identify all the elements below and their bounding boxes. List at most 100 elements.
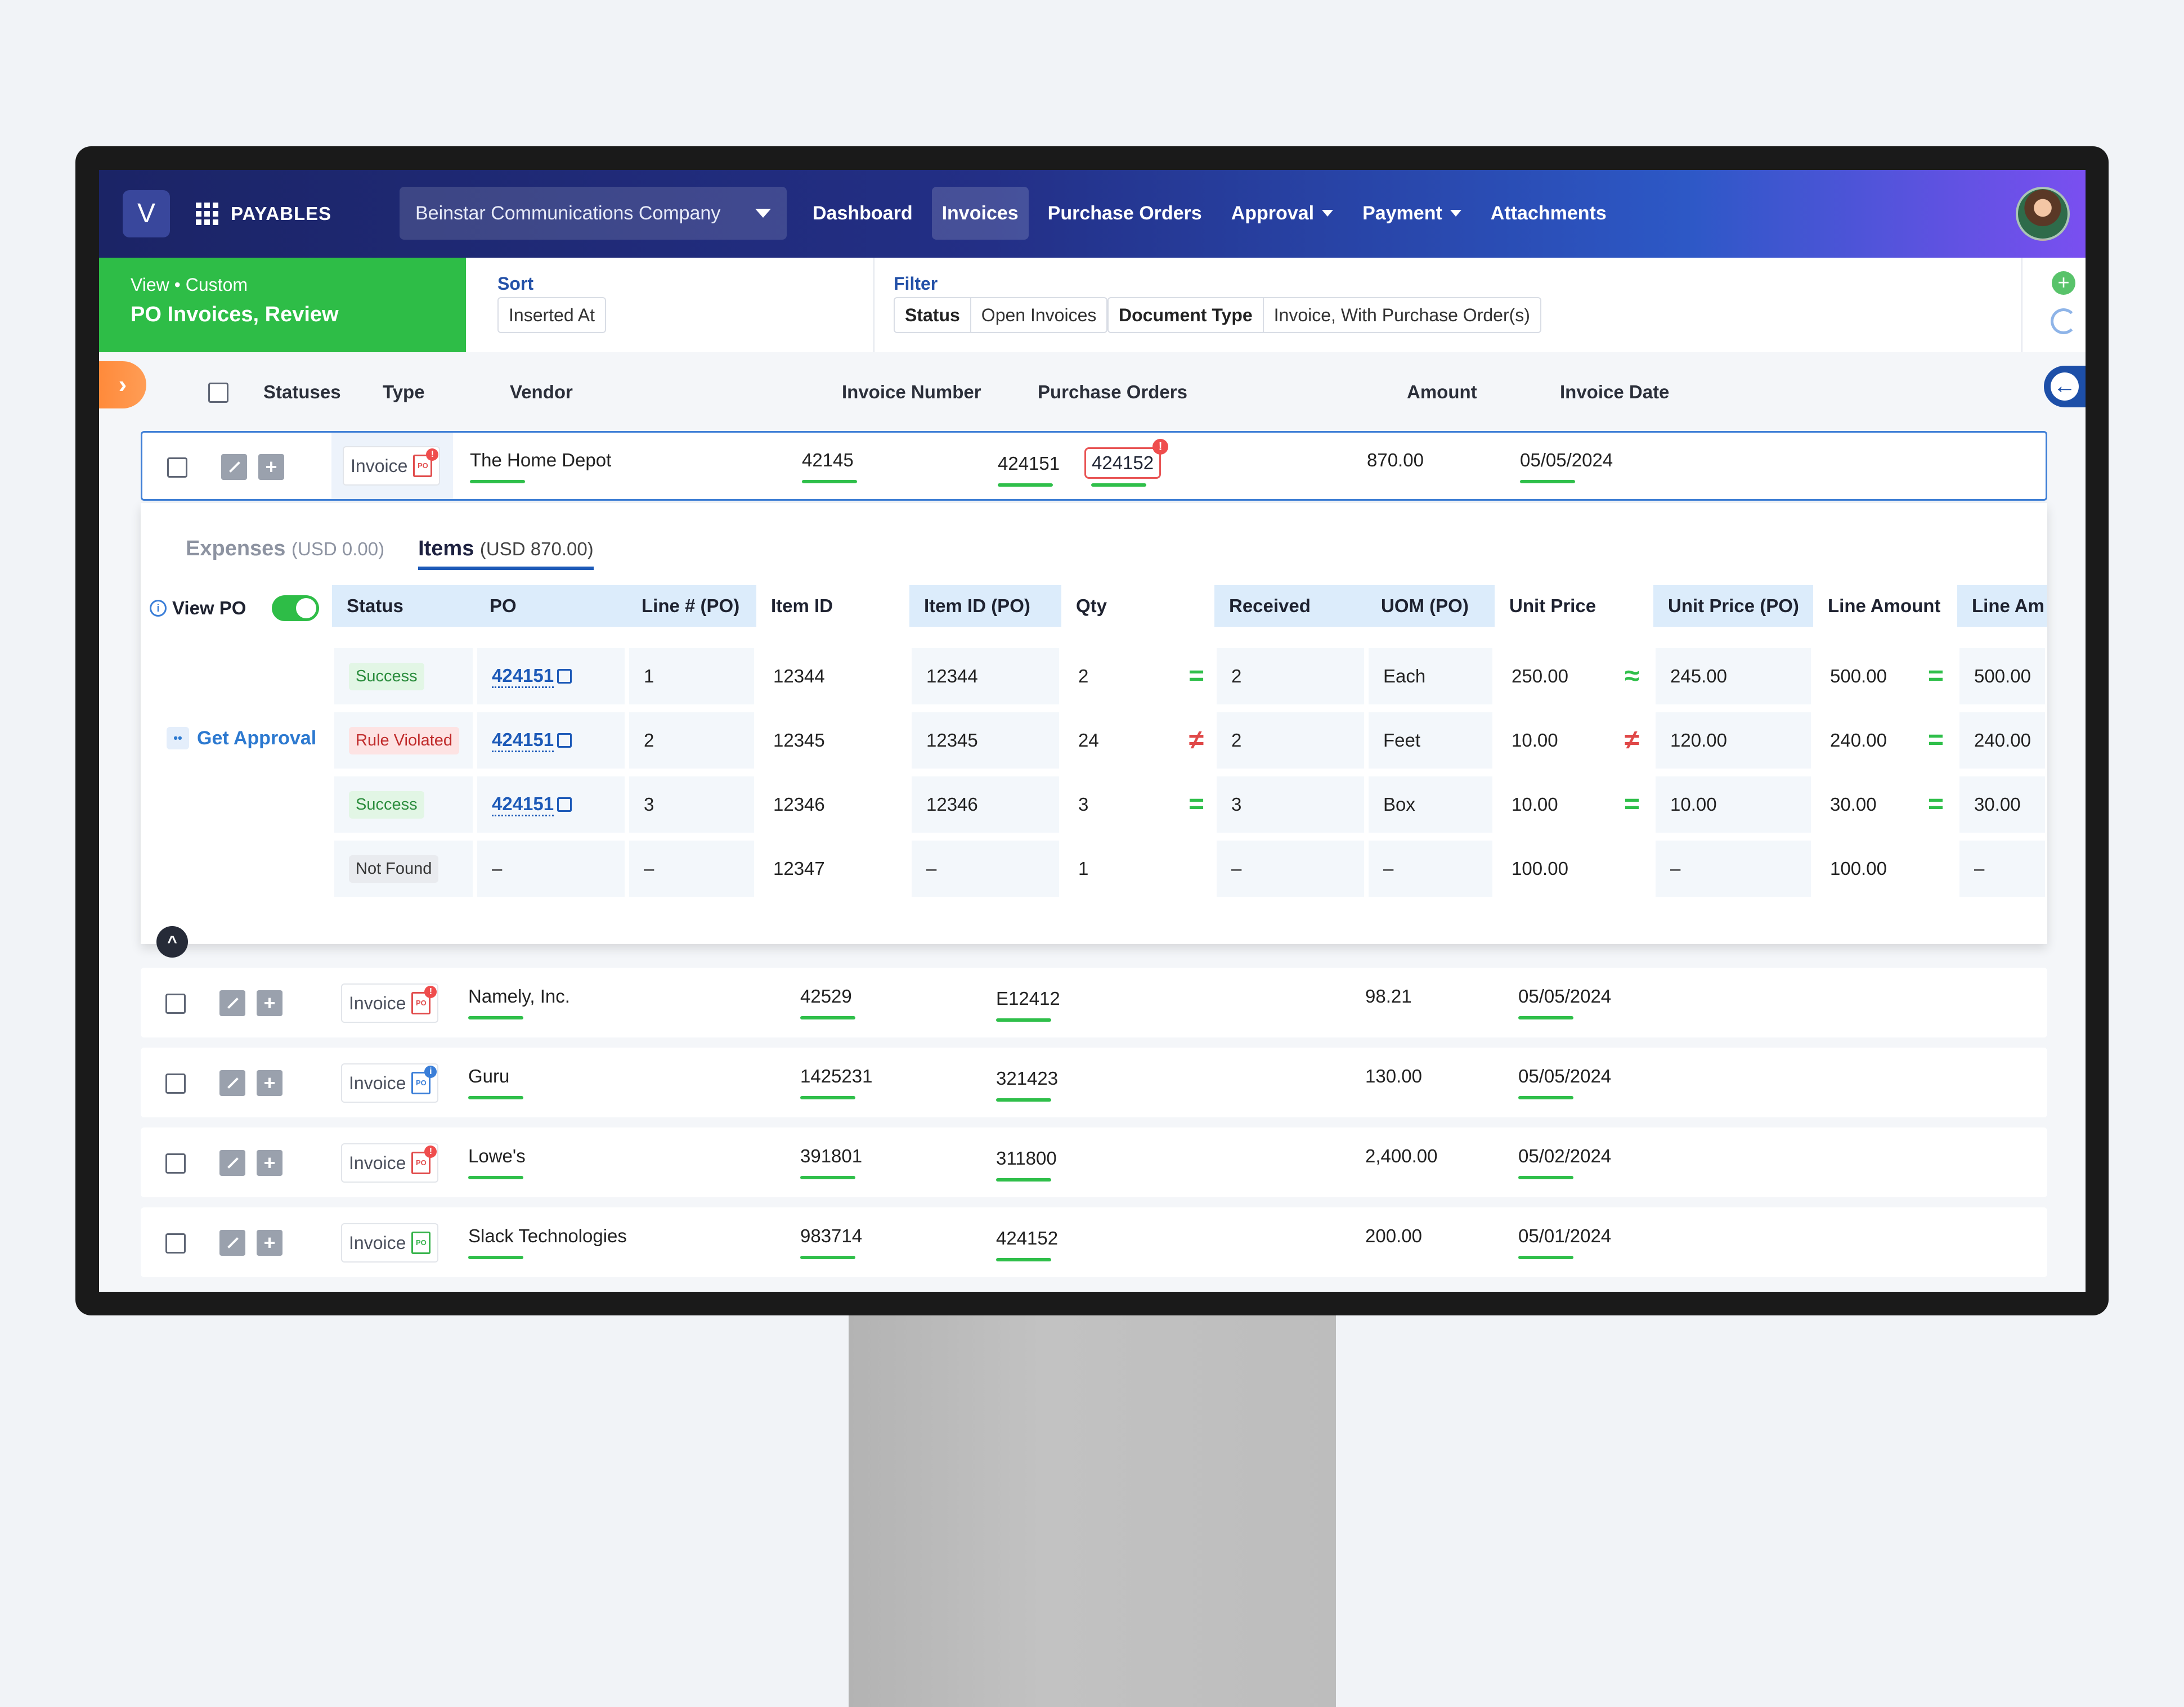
table-row[interactable]: + Invoice PO i Guru 1425231 321423 130.00 05/05/… [141, 1048, 2047, 1117]
col-type[interactable]: Type [383, 381, 425, 402]
add-button[interactable]: + [257, 990, 282, 1016]
cell-value: 1 [644, 666, 654, 686]
col-statuses[interactable]: Statuses [263, 381, 341, 402]
match-indicator [996, 1178, 1051, 1182]
user-avatar[interactable] [2016, 187, 2070, 241]
tab-sub: (USD 0.00) [292, 538, 385, 559]
expand-sidebar-button[interactable]: › [99, 361, 146, 408]
app-switcher[interactable]: PAYABLES [196, 198, 331, 230]
table-row[interactable]: + Invoice PO Slack Technologies 983714 424152… [141, 1207, 2047, 1277]
invoice-number[interactable]: 42145 [802, 450, 854, 470]
view-po-label: View PO [172, 598, 246, 618]
sort-chip[interactable]: Inserted At [497, 297, 606, 333]
cell-value: – [1231, 858, 1242, 879]
invoice-number[interactable]: 42529 [800, 986, 852, 1007]
external-link-icon [557, 797, 572, 812]
cell-value: 12344 [926, 666, 978, 686]
line-cell-price-po: 120.00 [1656, 712, 1811, 769]
invoice-date: 05/02/2024 [1518, 1146, 1612, 1166]
tab-sub: (USD 870.00) [479, 538, 594, 559]
col-vendor[interactable]: Vendor [510, 381, 573, 402]
row-checkbox[interactable] [165, 1073, 186, 1094]
tab-expenses[interactable]: Expenses (USD 0.00) [186, 537, 384, 570]
line-cell-item-po: 12344 [912, 648, 1059, 704]
type-label: Invoice [351, 455, 408, 476]
po-link[interactable]: 424151 [492, 665, 554, 688]
tab-items[interactable]: Items (USD 870.00) [418, 537, 594, 570]
back-button[interactable]: ← [2044, 366, 2086, 407]
table-row[interactable]: + Invoice PO! Namely, Inc. 42529 E12412 98.21 0… [141, 968, 2047, 1037]
view-po-toggle[interactable] [272, 595, 320, 621]
table-row[interactable]: + Invoice PO! The Home Depot 42145 42415… [141, 431, 2047, 501]
row-checkbox[interactable] [165, 994, 186, 1014]
view-selector[interactable]: View • Custom PO Invoices, Review [99, 258, 466, 352]
po-link[interactable]: 424151 [492, 729, 554, 752]
purchase-order[interactable]: 424151 [998, 453, 1060, 474]
line-cell-qty: 2 [1064, 648, 1212, 704]
line-cell-amount-po: – [1959, 841, 2045, 897]
line-cell-qty: 24 [1064, 712, 1212, 769]
line-cell-line: – [629, 841, 754, 897]
filter-chip-document-type[interactable]: Document Type Invoice, With Purchase Ord… [1107, 297, 1541, 333]
detail-tabs: Expenses (USD 0.00) Items (USD 870.00) [186, 537, 594, 570]
cell-value: 240.00 [1830, 730, 1887, 751]
invoice-number[interactable]: 983714 [800, 1225, 863, 1246]
add-button[interactable]: + [257, 1150, 282, 1176]
nav-payment[interactable]: Payment [1352, 187, 1472, 240]
vendor[interactable]: Slack Technologies [468, 1225, 627, 1246]
vendor[interactable]: The Home Depot [470, 450, 612, 470]
refresh-icon[interactable] [2051, 308, 2077, 334]
edit-button[interactable] [221, 454, 247, 480]
nav-approval[interactable]: Approval [1221, 187, 1343, 240]
col-invoice-date[interactable]: Invoice Date [1560, 381, 1670, 402]
cell-value: 10.00 [1512, 730, 1558, 751]
col-amount[interactable]: Amount [1407, 381, 1477, 402]
edit-button[interactable] [219, 990, 245, 1016]
nav-attachments[interactable]: Attachments [1481, 187, 1617, 240]
purchase-order[interactable]: 424152 [996, 1228, 1059, 1248]
add-button[interactable]: + [257, 1070, 282, 1096]
pencil-icon [227, 1157, 239, 1169]
col-invoice-number[interactable]: Invoice Number [842, 381, 981, 402]
add-view-icon[interactable]: + [2052, 271, 2075, 295]
vendor[interactable]: Namely, Inc. [468, 986, 570, 1007]
edit-button[interactable] [219, 1230, 245, 1256]
line-cell-status: Rule Violated [334, 712, 473, 769]
purchase-order[interactable]: 321423 [996, 1068, 1059, 1089]
nav-dashboard[interactable]: Dashboard [802, 187, 923, 240]
nav-invoices[interactable]: Invoices [931, 187, 1029, 240]
app-logo[interactable]: V [123, 190, 170, 237]
line-cell-received: 2 [1217, 648, 1364, 704]
edit-button[interactable] [219, 1150, 245, 1176]
invoice-date: 05/05/2024 [1520, 450, 1613, 470]
row-checkbox[interactable] [165, 1233, 186, 1254]
edit-button[interactable] [219, 1070, 245, 1096]
add-button[interactable]: + [258, 454, 284, 480]
collapse-button[interactable]: ^ [156, 926, 188, 958]
add-button[interactable]: + [257, 1230, 282, 1256]
view-po-toggle-group: i View PO [150, 595, 320, 621]
get-approval-button[interactable]: •• Get Approval [167, 727, 316, 749]
table-row[interactable]: + Invoice PO! Lowe's 391801 311800 2,400.00 05/… [141, 1127, 2047, 1197]
col-purchase-orders[interactable]: Purchase Orders [1038, 381, 1187, 402]
cell-value: 250.00 [1512, 666, 1568, 686]
company-select[interactable]: Beinstar Communications Company [400, 187, 787, 240]
invoice-number[interactable]: 391801 [800, 1146, 863, 1166]
filter-chip-status[interactable]: Status Open Invoices [894, 297, 1108, 333]
cell-value: 3 [644, 794, 654, 815]
purchase-order[interactable]: 311800 [996, 1148, 1057, 1169]
invoice-number[interactable]: 1425231 [800, 1066, 873, 1086]
row-checkbox[interactable] [167, 457, 187, 478]
purchase-order-error[interactable]: 424152! [1084, 439, 1169, 479]
select-all-checkbox[interactable] [208, 383, 228, 403]
po-link[interactable]: 424151 [492, 793, 554, 816]
nav-label: Invoices [941, 202, 1019, 224]
match-indicator [1518, 1016, 1573, 1019]
vendor[interactable]: Guru [468, 1066, 510, 1086]
type-label: Invoice [349, 1152, 406, 1173]
nav-purchase-orders[interactable]: Purchase Orders [1038, 187, 1212, 240]
col-received: Received [1214, 585, 1366, 627]
vendor[interactable]: Lowe's [468, 1146, 526, 1166]
purchase-order[interactable]: E12412 [996, 988, 1060, 1009]
row-checkbox[interactable] [165, 1153, 186, 1174]
